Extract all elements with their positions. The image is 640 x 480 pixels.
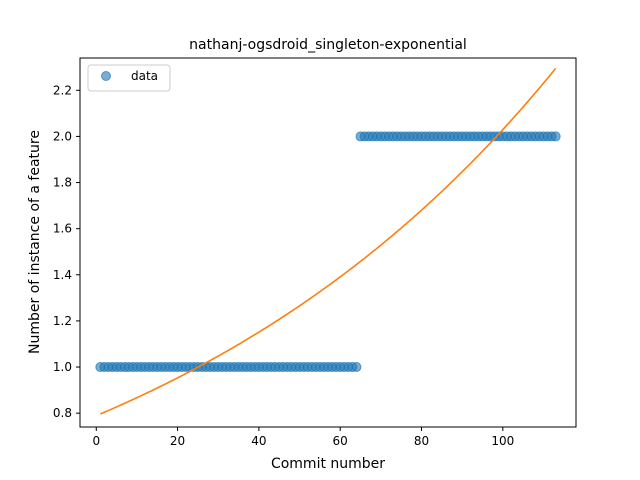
fit-line xyxy=(100,67,557,415)
legend-box xyxy=(87,64,171,92)
legend: data xyxy=(87,64,171,92)
data-point xyxy=(550,131,561,142)
y-tick-label: 2.2 xyxy=(53,83,72,97)
y-axis: 0.8 1.0 1.2 1.4 1.6 1.8 2.0 2.2 xyxy=(53,83,80,420)
x-tick-label: 60 xyxy=(333,434,348,448)
x-tick-label: 100 xyxy=(491,434,514,448)
data-point xyxy=(351,362,362,373)
legend-marker-data xyxy=(101,71,111,81)
chart-title: nathanj-ogsdroid_singleton-exponential xyxy=(189,37,467,53)
y-tick-label: 1.2 xyxy=(53,314,72,328)
x-tick-label: 40 xyxy=(251,434,266,448)
y-tick-label: 0.8 xyxy=(53,406,72,420)
legend-label-data: data xyxy=(131,69,158,83)
x-tick-label: 0 xyxy=(92,434,100,448)
plot-area xyxy=(95,67,561,415)
x-tick-label: 80 xyxy=(414,434,429,448)
y-tick-label: 1.4 xyxy=(53,268,72,282)
y-axis-title: Number of instance of a feature xyxy=(27,130,43,354)
y-tick-label: 1.0 xyxy=(53,360,72,374)
x-tick-label: 20 xyxy=(170,434,185,448)
x-axis: 0 20 40 60 80 100 xyxy=(92,427,514,448)
x-axis-title: Commit number xyxy=(271,456,385,472)
y-tick-label: 1.6 xyxy=(53,222,72,236)
y-tick-label: 2.0 xyxy=(53,129,72,143)
plot-frame xyxy=(79,57,577,428)
y-tick-label: 1.8 xyxy=(53,176,72,190)
